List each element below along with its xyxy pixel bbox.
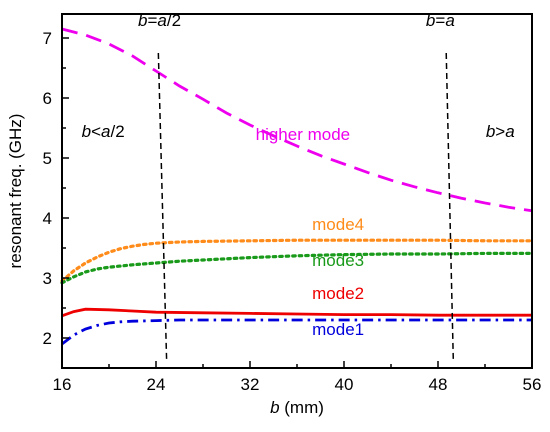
reference-lines: [157, 52, 455, 360]
x-tick-label: 40: [335, 375, 354, 394]
annotation-b-eq-a-2: b=a/2: [138, 11, 181, 30]
reference-line-2: [445, 52, 455, 360]
series-layer: [60, 27, 534, 346]
annotations: higher mode mode4 mode3 mode2 mode1 b<a/2 b>a b…: [82, 11, 515, 339]
annotation-mode3: mode3: [312, 251, 364, 270]
x-axis-title: b (mm): [270, 398, 324, 417]
x-tick-label: 56: [523, 375, 542, 394]
y-tick-label: 5: [43, 149, 52, 168]
y-tick-label: 7: [43, 29, 52, 48]
x-tick-label: 48: [429, 375, 448, 394]
annotation-mode1: mode1: [312, 320, 364, 339]
y-tick-label: 4: [43, 209, 52, 228]
x-tick-label: 16: [53, 375, 72, 394]
series-line-higher-mode: [61, 27, 533, 213]
annotation-b-gt-a: b>a: [486, 122, 515, 141]
y-tick-label: 3: [43, 269, 52, 288]
y-tick-label: 2: [43, 329, 52, 348]
x-tick-label: 32: [241, 375, 260, 394]
x-tick-label: 24: [147, 375, 166, 394]
series-line-mode4: [60, 238, 534, 283]
series-line-mode1: [61, 318, 532, 346]
annotation-mode2: mode2: [312, 284, 364, 303]
annotation-mode4: mode4: [312, 215, 364, 234]
annotation-b-lt-a-2: b<a/2: [82, 122, 125, 141]
series-line-mode3: [60, 251, 534, 285]
x-axis-title-unit: (mm): [280, 398, 324, 417]
y-tick-label: 6: [43, 89, 52, 108]
series-line-mode2: [61, 307, 532, 318]
annotation-b-eq-a: b=a: [426, 11, 455, 30]
x-axis-ticks: 16 24 32 40 48 56: [53, 361, 542, 394]
y-axis-ticks: 2 3 4 5 6 7: [43, 29, 69, 369]
annotation-higher-mode: higher mode: [256, 125, 351, 144]
y-axis-title: resonant freq. (GHz): [6, 114, 25, 269]
reference-line-1: [157, 52, 168, 360]
x-axis-title-symbol: b: [270, 398, 279, 417]
